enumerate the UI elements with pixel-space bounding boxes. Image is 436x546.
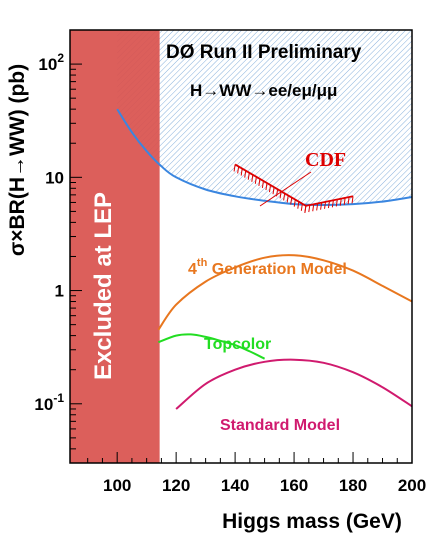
y-tick-label: 102 <box>38 51 64 74</box>
lep-excluded-label: Excluded at LEP <box>90 192 117 380</box>
cdf-hatch-tick <box>304 205 307 213</box>
y-tick-label-base: 10 <box>38 55 57 74</box>
cdf-hatch-tick <box>265 182 268 191</box>
cdf-hatch-tick <box>297 201 300 209</box>
cdf-hatch-tick <box>331 200 334 208</box>
chart-subtitle: H→WW→ee/eμ/μμ <box>190 81 337 100</box>
cdf-hatch-tick <box>339 198 342 206</box>
fourth-generation-label-text: Generation Model <box>207 261 347 278</box>
y-tick-label-base: 10 <box>34 395 53 414</box>
x-tick-label: 100 <box>103 476 131 495</box>
cdf-hatch-tick <box>272 187 275 195</box>
x-tick-label: 140 <box>221 476 249 495</box>
cdf-hatch-tick <box>286 195 289 203</box>
x-axis-title: Higgs mass (GeV) <box>222 510 402 533</box>
cdf-hatch-tick <box>335 199 338 207</box>
standard-model-curve <box>175 358 412 410</box>
d-limit-hatch-area <box>117 30 412 205</box>
4th-generation-model-curve <box>157 254 412 331</box>
cdf-hatch-tick <box>320 202 323 210</box>
cdf-hatch-tick <box>300 203 303 211</box>
cdf-hatch-tick <box>316 203 319 211</box>
y-tick-label: 1 <box>55 282 64 301</box>
cdf-hatch-tick <box>251 174 254 182</box>
y-tick-label-base: 1 <box>55 282 64 301</box>
fourth-generation-label: 4th Generation Model <box>188 257 347 278</box>
y-tick-label: 10 <box>45 168 64 187</box>
standard-model-label: Standard Model <box>220 417 340 434</box>
cdf-hatch-tick <box>283 193 286 201</box>
fourth-generation-label-number: 4 <box>188 261 197 278</box>
cdf-pointer-line <box>259 171 312 207</box>
do-limit-excluded-hatch <box>117 30 412 205</box>
cdf-hatch-tick <box>240 168 243 176</box>
topcolor-curve <box>158 333 266 360</box>
cdf-hatch-tick <box>244 170 247 178</box>
x-tick-label: 180 <box>339 476 367 495</box>
fourth-generation-label-superscript: th <box>197 257 208 269</box>
cdf-hatch-tick <box>290 197 293 205</box>
cdf-hatch-tick <box>347 197 350 205</box>
y-tick-label-base: 10 <box>45 168 64 187</box>
x-tick-label: 160 <box>280 476 308 495</box>
cdf-hatch-tick <box>343 197 346 205</box>
cdf-hatch-tick <box>351 196 354 204</box>
chart-title: DØ Run II Preliminary <box>166 42 362 63</box>
cdf-hatch-tick <box>324 201 327 209</box>
cdf-hatch-tick <box>237 166 240 174</box>
y-tick-label: 10-1 <box>34 391 64 414</box>
cdf-hatch-tick <box>293 199 296 207</box>
curves-layer <box>116 108 412 410</box>
lep-excluded-region <box>70 30 160 463</box>
cdf-hatch-tick <box>327 200 330 209</box>
topcolor-label: Topcolor <box>204 336 271 353</box>
cdf-hatch-tick <box>268 185 271 193</box>
cdf-hatch-tick <box>247 172 250 180</box>
y-axis-title: σ×BR(H→WW) (pb) <box>6 64 29 256</box>
cdf-label: CDF <box>305 149 346 171</box>
x-tick-label: 120 <box>162 476 190 495</box>
cdf-hatch-tick <box>312 204 315 212</box>
cdf-hatch-tick <box>233 164 236 172</box>
cdf-hatch-tick <box>308 204 311 213</box>
plot-frame <box>69 29 413 464</box>
cdf-hatch-tick <box>254 176 257 184</box>
d-limit-curve <box>116 108 412 207</box>
cdf-hatch-tick <box>261 180 264 189</box>
y-tick-label-exponent: -1 <box>53 391 64 405</box>
y-tick-label-exponent: 2 <box>57 51 64 65</box>
lep-excluded-layer <box>70 30 160 463</box>
cdf-hatch-tick <box>258 178 261 186</box>
x-tick-label: 200 <box>398 476 426 495</box>
